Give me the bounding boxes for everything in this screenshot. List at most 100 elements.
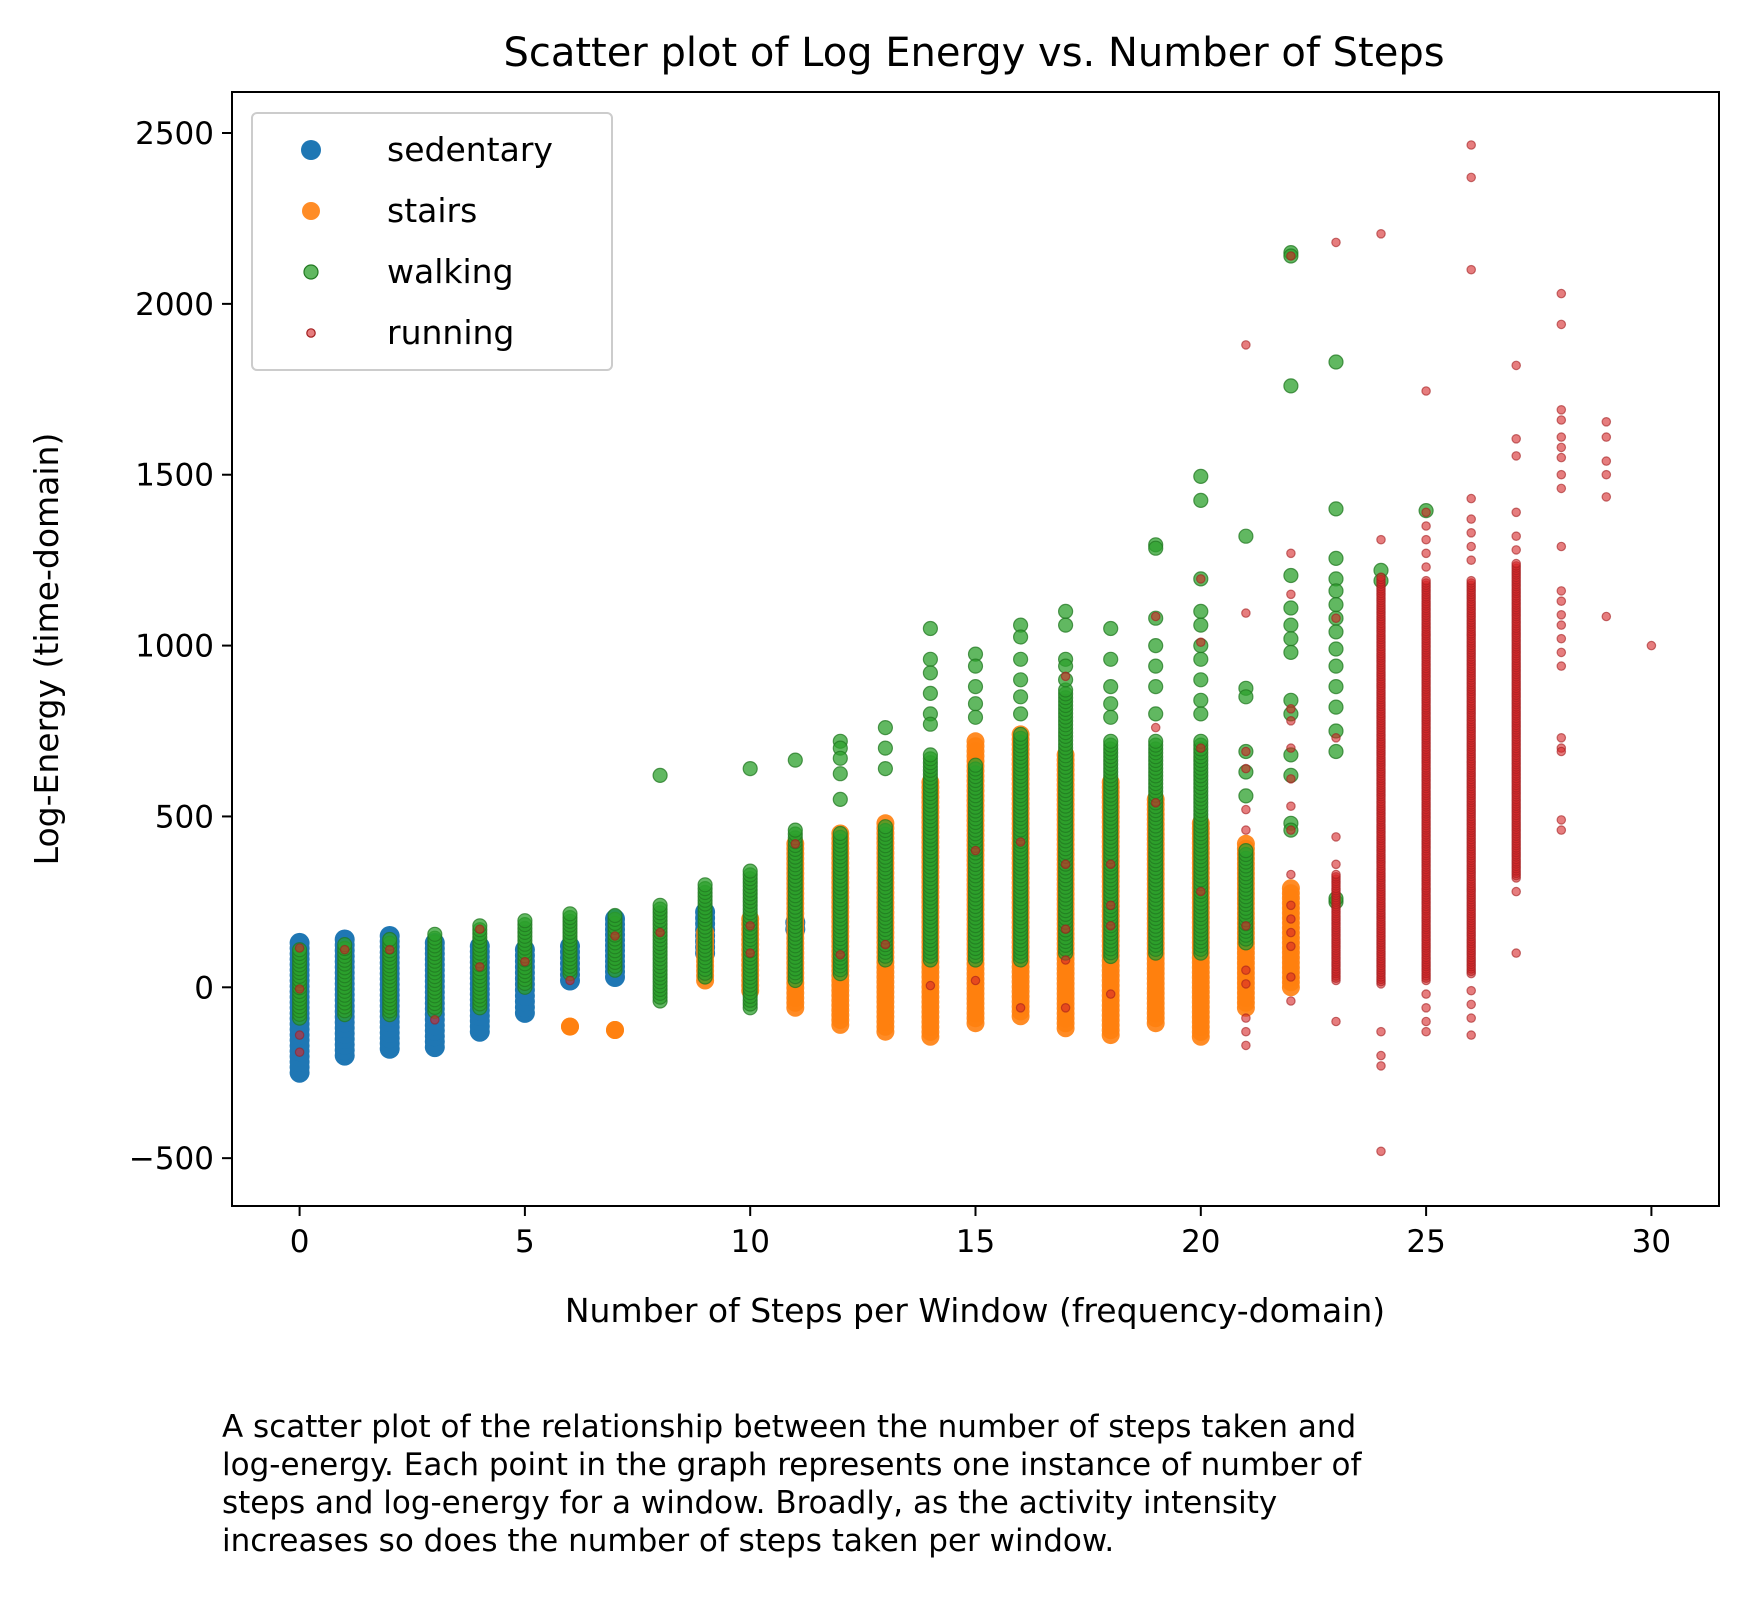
walking-point [1103,696,1119,712]
running-point [1196,637,1206,647]
walking-point [382,931,398,948]
walking-point [1148,540,1164,556]
running-point [1015,837,1026,847]
walking-point [967,709,984,725]
y-tick-label: 2000 [135,287,214,323]
walking-point [1148,678,1164,695]
y-tick-label: 2500 [135,116,214,152]
walking-point [1238,689,1254,705]
x-tick-label: 20 [1181,1224,1220,1260]
walking-point [1238,528,1254,544]
running-point [1331,832,1341,842]
running-point [970,975,981,986]
legend-marker-sedentary [301,140,321,160]
running-point [1060,671,1071,682]
running-point [1421,507,1431,518]
running-point [1286,589,1296,600]
running-point [1466,999,1476,1010]
walking-point [1283,617,1299,633]
series-walking [292,245,1434,1026]
running-point [1556,825,1567,835]
running-point [1556,319,1567,330]
walking-point [922,685,939,702]
running-point [474,924,485,934]
running-point [474,961,485,972]
walking-point [922,651,939,667]
running-point [1466,527,1476,538]
walking-point [1103,709,1119,725]
running-point [1376,572,1386,582]
walking-point [652,767,668,784]
stairs-point [606,1021,624,1039]
running-point [1286,715,1296,726]
running-point [1556,732,1567,743]
walking-point [1148,733,1164,749]
running-point [1331,237,1341,248]
legend-box [251,112,613,371]
walking-point [1193,617,1209,633]
walking-point [1193,468,1209,484]
running-point [1196,743,1206,753]
running-point [1286,801,1296,811]
running-point [1556,541,1567,552]
walking-point [1283,600,1299,616]
walking-point [652,897,668,913]
running-point [1331,859,1341,870]
running-point [1376,1061,1386,1071]
walking-point [1328,678,1344,695]
running-point [1376,1050,1386,1061]
running-point [1511,545,1521,555]
running-point [1466,172,1476,183]
running-point [1241,979,1251,989]
running-point [610,931,620,941]
running-point [1511,360,1521,371]
running-point [1466,264,1476,275]
running-point [1421,521,1431,531]
stairs-point [561,1017,579,1036]
walking-point [1328,501,1344,517]
walking-point [1193,706,1209,722]
running-point [1556,647,1567,658]
running-point [520,956,530,967]
caption-line: log-energy. Each point in the graph repr… [222,1447,1362,1483]
running-point [1286,869,1296,880]
walking-point [832,825,848,842]
running-point [1105,859,1116,870]
walking-point [1328,583,1344,599]
walking-point [427,926,443,942]
walking-point [1238,788,1254,804]
running-point [1286,914,1296,924]
walking-point [1103,733,1119,749]
stairs-point [1281,879,1300,898]
running-point [1601,456,1612,466]
legend-marker-running [306,328,316,338]
running-point [1286,703,1296,714]
running-point [1556,469,1567,480]
running-point [1241,1026,1251,1037]
running-point [1466,555,1476,565]
walking-point [832,766,848,782]
y-tick-label: 0 [194,970,214,1006]
running-point [1466,541,1476,552]
walking-point [1283,631,1299,647]
walking-point [1328,624,1344,640]
walking-point [1148,706,1164,722]
walking-point [967,757,984,773]
running-point [1105,920,1116,931]
running-point [1556,415,1567,425]
walking-point [742,760,758,777]
running-point [1241,746,1251,757]
axis-ticks: 0 5 10 15 20 25 30 −500 0 500 1000 1500 2000 2500 [129,116,1671,1260]
running-point [1286,825,1296,835]
running-point [1511,433,1521,444]
running-point [384,944,395,955]
walking-point [877,819,894,835]
x-tick-label: 5 [515,1224,535,1260]
running-point [1286,548,1296,559]
walking-point [1148,658,1164,674]
running-point [790,838,801,849]
running-point [1511,531,1521,541]
walking-point [922,620,939,637]
walking-point [967,658,984,674]
running-point [1376,1146,1386,1157]
